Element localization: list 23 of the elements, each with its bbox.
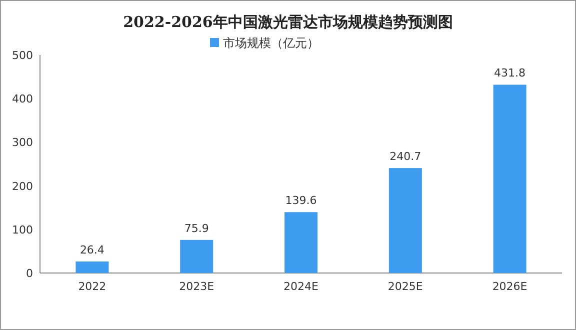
data-label: 431.8 <box>494 66 526 80</box>
x-tick-label: 2024E <box>284 280 319 293</box>
data-label: 240.7 <box>390 150 422 164</box>
bar <box>76 261 109 273</box>
y-tick-label: 500 <box>12 49 33 62</box>
bar <box>284 212 318 273</box>
x-tick-label: 2022 <box>78 280 106 293</box>
y-tick-label: 200 <box>12 180 33 193</box>
y-tick-label: 100 <box>12 223 33 236</box>
x-tick-label: 2023E <box>179 280 214 293</box>
y-tick-label: 0 <box>26 267 33 280</box>
bar <box>388 168 422 273</box>
x-tick-label: 2026E <box>492 280 528 293</box>
data-label: 139.6 <box>285 194 317 208</box>
legend-label: 市场规模（亿元） <box>223 36 319 50</box>
x-tick-label: 2025E <box>388 280 423 293</box>
chart-title: 2022-2026年中国激光雷达市场规模趋势预测图 <box>123 13 453 31</box>
bar <box>180 240 214 273</box>
bar <box>493 84 526 273</box>
y-tick-label: 400 <box>12 92 33 106</box>
data-label: 75.9 <box>184 222 209 235</box>
y-tick-label: 300 <box>12 136 33 150</box>
data-label: 26.4 <box>80 243 104 256</box>
